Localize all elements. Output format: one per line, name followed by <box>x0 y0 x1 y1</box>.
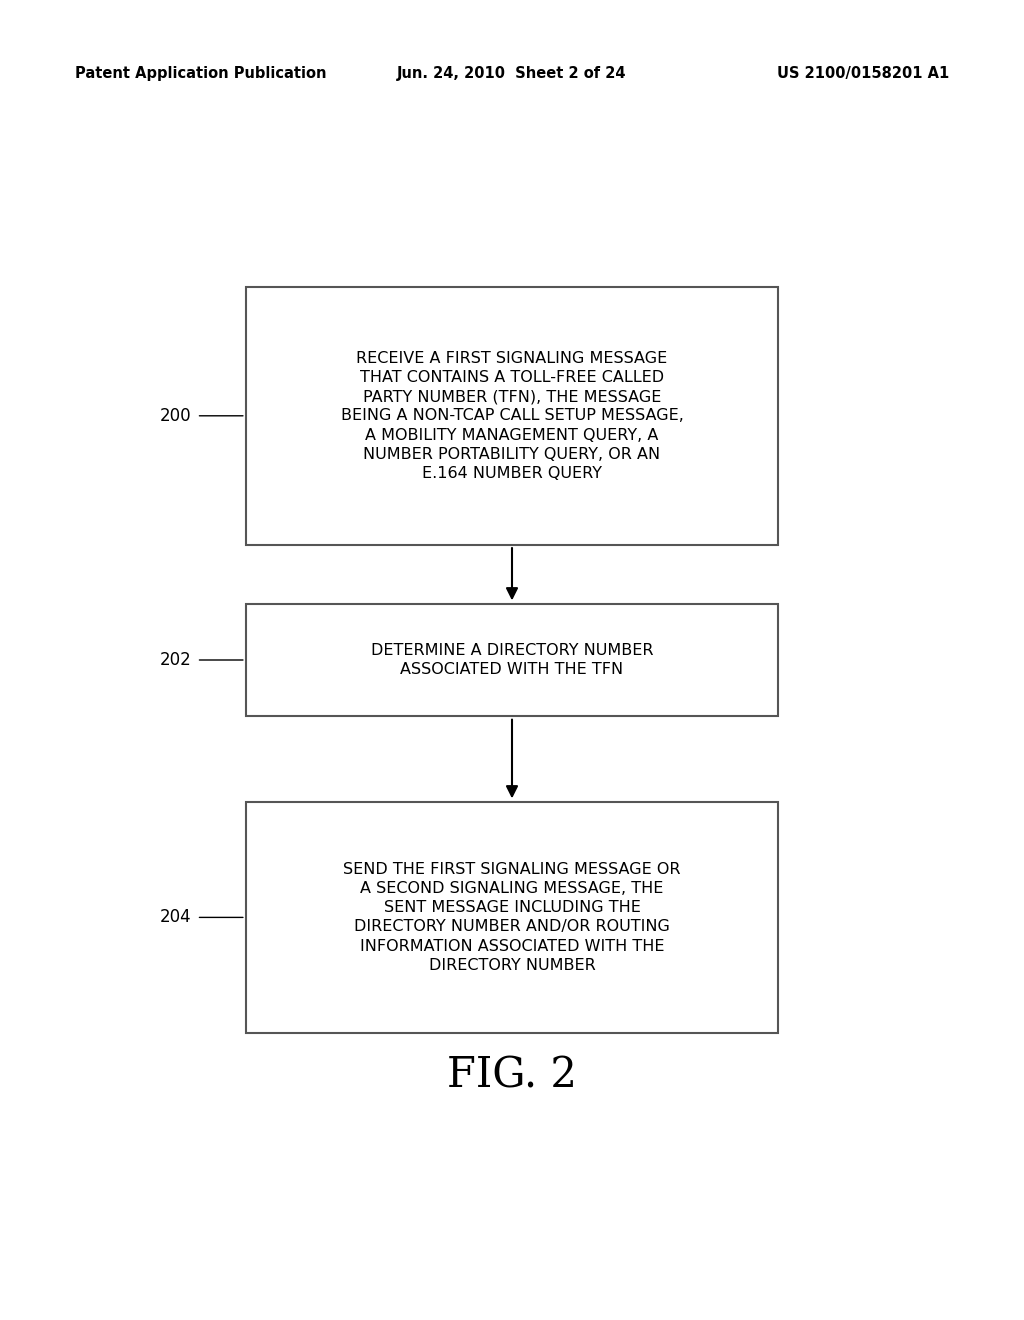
Text: Jun. 24, 2010  Sheet 2 of 24: Jun. 24, 2010 Sheet 2 of 24 <box>397 66 627 82</box>
Text: FIG. 2: FIG. 2 <box>447 1055 577 1097</box>
Text: RECEIVE A FIRST SIGNALING MESSAGE
THAT CONTAINS A TOLL-FREE CALLED
PARTY NUMBER : RECEIVE A FIRST SIGNALING MESSAGE THAT C… <box>341 351 683 480</box>
Text: Patent Application Publication: Patent Application Publication <box>75 66 327 82</box>
Bar <box>246 288 778 544</box>
Text: DETERMINE A DIRECTORY NUMBER
ASSOCIATED WITH THE TFN: DETERMINE A DIRECTORY NUMBER ASSOCIATED … <box>371 643 653 677</box>
Text: 202: 202 <box>160 651 191 669</box>
Text: US 2100/0158201 A1: US 2100/0158201 A1 <box>777 66 949 82</box>
Bar <box>246 803 778 1032</box>
Text: 204: 204 <box>160 908 191 927</box>
Bar <box>246 605 778 715</box>
Text: 200: 200 <box>160 407 191 425</box>
Text: SEND THE FIRST SIGNALING MESSAGE OR
A SECOND SIGNALING MESSAGE, THE
SENT MESSAGE: SEND THE FIRST SIGNALING MESSAGE OR A SE… <box>343 862 681 973</box>
